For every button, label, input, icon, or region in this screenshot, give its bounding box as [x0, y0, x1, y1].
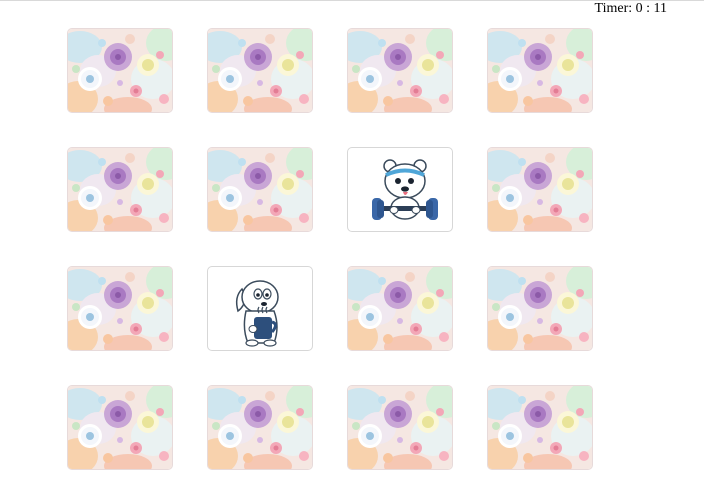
card-face-down[interactable] — [347, 385, 453, 470]
floral-card-back-icon — [68, 267, 172, 350]
floral-card-back-icon — [68, 386, 172, 469]
card-face-down[interactable] — [487, 266, 593, 351]
floral-card-back-icon — [348, 386, 452, 469]
card-face-down[interactable] — [67, 147, 173, 232]
floral-card-back-icon — [208, 29, 312, 112]
card-face-down[interactable] — [207, 28, 313, 113]
card-face-down[interactable] — [487, 28, 593, 113]
top-border — [0, 0, 704, 1]
timer-label: Timer: — [594, 1, 633, 16]
card-face-up-polar-bear-with-dumbbell[interactable] — [347, 147, 453, 232]
floral-card-back-icon — [488, 29, 592, 112]
card-board — [67, 28, 593, 470]
floral-card-back-icon — [348, 29, 452, 112]
floral-card-back-icon — [488, 267, 592, 350]
card-face-down[interactable] — [487, 147, 593, 232]
card-face-down[interactable] — [207, 385, 313, 470]
card-face-up-white-dog-with-cup[interactable] — [207, 266, 313, 351]
floral-card-back-icon — [68, 148, 172, 231]
floral-card-back-icon — [208, 386, 312, 469]
timer-minutes: 0 — [635, 1, 643, 16]
card-face-down[interactable] — [347, 28, 453, 113]
card-face-down[interactable] — [347, 266, 453, 351]
white-dog-with-cup-icon — [235, 280, 279, 347]
floral-card-back-icon — [348, 267, 452, 350]
timer-seconds: 11 — [653, 1, 667, 16]
timer: Timer: 0 : 11 — [595, 1, 667, 17]
floral-card-back-icon — [68, 29, 172, 112]
floral-card-back-icon — [208, 148, 312, 231]
floral-card-back-icon — [488, 386, 592, 469]
floral-card-back-icon — [488, 148, 592, 231]
card-face-down[interactable] — [207, 147, 313, 232]
card-face-down[interactable] — [67, 385, 173, 470]
card-face-down[interactable] — [487, 385, 593, 470]
polar-bear-with-dumbbell-icon — [372, 159, 438, 220]
card-face-down[interactable] — [67, 266, 173, 351]
card-face-down[interactable] — [67, 28, 173, 113]
timer-separator: : — [646, 1, 651, 16]
